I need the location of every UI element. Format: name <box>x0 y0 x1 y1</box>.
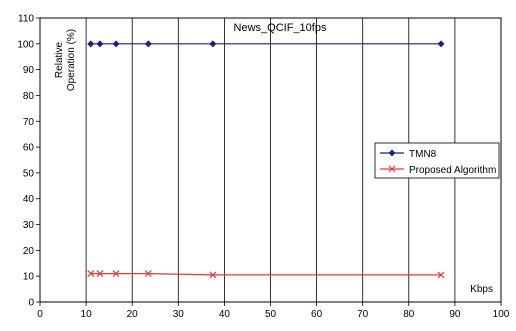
data-point-diamond <box>437 40 445 48</box>
y-tick-label: 20 <box>23 246 35 257</box>
legend-tmn8-label: TMN8 <box>409 149 437 160</box>
y-tick-label: 80 <box>23 91 35 102</box>
axis-ticks: 0 10 20 30 40 50 60 70 80 90 100 0 10 20 30 40 50 60 70 80 9… <box>17 14 509 321</box>
y-tick-label: 40 <box>23 194 35 205</box>
data-point-x <box>209 271 217 279</box>
series-layer <box>87 40 445 279</box>
data-point-x <box>144 270 152 278</box>
legend-proposed-label: Proposed Algorithm <box>409 165 496 176</box>
series-line-1 <box>90 273 442 276</box>
x-tick-label: 100 <box>493 309 510 320</box>
y-tick-label: 0 <box>28 298 34 309</box>
y-tick-label: 30 <box>23 220 35 231</box>
data-point-x <box>112 270 120 278</box>
data-point-diamond <box>209 40 217 48</box>
x-tick-label: 0 <box>37 309 43 320</box>
x-axis-label: Kbps <box>470 284 493 295</box>
y-axis-label-line2: Operation (%) <box>66 29 77 91</box>
x-tick-label: 60 <box>311 309 323 320</box>
y-tick-label: 90 <box>23 65 35 76</box>
data-point-x <box>87 270 95 278</box>
data-point-x <box>437 271 445 279</box>
y-tick-label: 50 <box>23 168 35 179</box>
data-point-diamond <box>87 40 95 48</box>
y-axis-label-line1: Relative <box>54 42 65 79</box>
chart-title: News_QCIF_10fps <box>234 22 327 34</box>
y-tick-label: 110 <box>18 14 34 25</box>
x-tick-label: 20 <box>127 309 139 320</box>
data-point-x <box>96 270 104 278</box>
data-point-diamond <box>96 40 104 48</box>
x-tick-label: 70 <box>357 309 369 320</box>
x-tick-label: 80 <box>403 309 415 320</box>
y-tick-label: 10 <box>23 272 35 283</box>
legend-box <box>374 142 500 179</box>
y-tick-label: 100 <box>17 39 34 50</box>
x-tick-label: 30 <box>173 309 185 320</box>
legend-proposed-marker <box>388 165 396 173</box>
y-tick-label: 60 <box>23 143 35 154</box>
x-tick-label: 40 <box>219 309 231 320</box>
legend-tmn8-marker <box>388 149 396 157</box>
x-tick-label: 10 <box>81 309 93 320</box>
data-point-diamond <box>144 40 152 48</box>
y-tick-label: 70 <box>23 117 35 128</box>
x-tick-label: 50 <box>265 309 277 320</box>
data-point-diamond <box>112 40 120 48</box>
x-tick-label: 90 <box>449 309 461 320</box>
legend: TMN8 Proposed Algorithm <box>374 142 500 179</box>
